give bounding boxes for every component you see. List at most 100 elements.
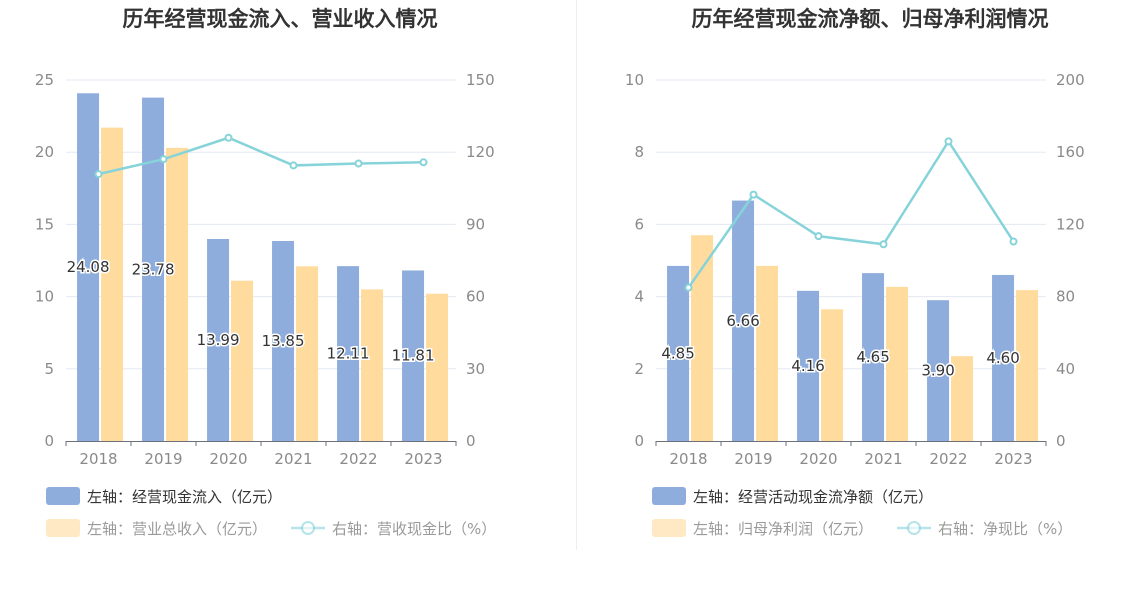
bar-left-series-2 [361, 289, 384, 441]
bar-left-series-1 [207, 238, 230, 441]
bar-left-series-1 [77, 93, 100, 442]
bar-data-label: 24.08 [67, 258, 110, 276]
x-tick-label: 2018 [79, 450, 117, 468]
bar-left-series-2 [101, 127, 124, 441]
legend-label[interactable]: 左轴：经营现金流入（亿元） [87, 488, 282, 506]
bar-left-series-1 [402, 270, 425, 441]
bar-data-label: 13.85 [262, 332, 305, 350]
bar-data-label: 4.60 [986, 349, 1019, 367]
line-right-series [98, 136, 424, 176]
line-point [159, 155, 168, 164]
legend-swatch-line-point[interactable] [907, 521, 922, 535]
y-left-tick-label: 0 [634, 432, 644, 450]
bar-left-series-1 [337, 266, 360, 441]
bar-data-label: 12.11 [327, 345, 370, 363]
y-right-tick-label: 160 [1056, 143, 1085, 161]
legend-label[interactable]: 右轴：营收现金比（%） [332, 520, 496, 538]
legend-swatch-left-series-1[interactable] [46, 487, 80, 505]
bar-left-series-2 [1016, 290, 1039, 441]
bar-data-label: 23.78 [132, 260, 175, 278]
legend-swatch-left-series-1[interactable] [652, 487, 686, 505]
y-left-tick-label: 25 [35, 71, 54, 89]
y-left-tick-label: 10 [625, 71, 644, 89]
bar-data-label: 4.65 [856, 348, 889, 366]
bar-left-series-1 [862, 273, 885, 441]
bar-left-series-1 [272, 241, 295, 441]
y-left-tick-label: 20 [35, 143, 54, 161]
bar-left-series-1 [732, 200, 755, 441]
bar-left-series-1 [927, 300, 950, 441]
line-point [1009, 237, 1018, 246]
chart-title: 历年经营现金流入、营业收入情况 [123, 7, 438, 31]
x-tick-label: 2020 [799, 450, 837, 468]
line-point [879, 240, 888, 249]
line-point [944, 137, 953, 146]
bar-data-label: 4.16 [791, 357, 824, 375]
y-left-tick-label: 5 [44, 360, 54, 378]
bar-data-label: 6.66 [726, 312, 759, 330]
y-left-tick-label: 8 [634, 143, 644, 161]
bar-left-series-2 [691, 235, 714, 441]
y-right-tick-label: 120 [1056, 215, 1085, 233]
x-tick-label: 2019 [144, 450, 182, 468]
line-right-series [687, 139, 1015, 289]
bar-left-series-2 [821, 309, 844, 441]
bar-left-series-2 [426, 293, 449, 441]
y-left-tick-label: 4 [634, 288, 644, 306]
y-right-tick-label: 200 [1056, 71, 1085, 89]
chart-divider [576, 0, 577, 550]
x-tick-label: 2018 [669, 450, 707, 468]
x-tick-label: 2022 [339, 450, 377, 468]
bar-data-label: 13.99 [197, 331, 240, 349]
legend-swatch-left-series-2[interactable] [46, 519, 80, 537]
y-right-tick-label: 0 [466, 432, 476, 450]
y-left-tick-label: 6 [634, 215, 644, 233]
line-point [419, 158, 428, 167]
chart-cashflow-revenue: 历年经营现金流入、营业收入情况 0 5 10 15 20 25 0 30 60 90 120 150 2… [35, 7, 496, 538]
x-tick-label: 2019 [734, 450, 772, 468]
bar-data-label: 4.85 [661, 344, 694, 362]
y-right-tick-label: 150 [466, 71, 495, 89]
y-right-tick-label: 40 [1056, 360, 1075, 378]
y-right-tick-label: 30 [466, 360, 485, 378]
x-tick-label: 2021 [274, 450, 312, 468]
bar-left-series-2 [886, 286, 909, 441]
legend-label[interactable]: 左轴：营业总收入（亿元） [87, 520, 267, 538]
bar-left-series-2 [951, 356, 974, 441]
line-point [289, 161, 298, 170]
y-right-tick-label: 120 [466, 143, 495, 161]
y-right-tick-label: 0 [1056, 432, 1066, 450]
line-point [94, 170, 103, 179]
y-right-tick-label: 60 [466, 288, 485, 306]
bar-left-series-2 [166, 147, 189, 442]
y-left-tick-label: 0 [44, 432, 54, 450]
x-tick-label: 2020 [209, 450, 247, 468]
x-tick-label: 2023 [994, 450, 1032, 468]
line-point [684, 283, 693, 292]
y-right-tick-label: 80 [1056, 288, 1075, 306]
bar-left-series-2 [231, 280, 254, 441]
line-point [749, 190, 758, 199]
chart-netcashflow-profit: 历年经营现金流净额、归母净利润情况 0 2 4 6 8 10 0 40 80 120 160 200 2… [625, 7, 1085, 538]
chart-title: 历年经营现金流净额、归母净利润情况 [692, 7, 1049, 31]
bar-left-series-1 [992, 274, 1015, 441]
legend-label[interactable]: 左轴：归母净利润（亿元） [693, 520, 873, 538]
bar-left-series-1 [797, 290, 820, 441]
y-left-tick-label: 15 [35, 215, 54, 233]
line-point [354, 159, 363, 168]
bar-data-label: 11.81 [392, 347, 435, 365]
bar-left-series-1 [667, 265, 690, 441]
line-point [814, 232, 823, 241]
bar-left-series-2 [756, 265, 779, 441]
y-left-tick-label: 10 [35, 288, 54, 306]
x-tick-label: 2021 [864, 450, 902, 468]
x-tick-label: 2022 [929, 450, 967, 468]
line-point [224, 133, 233, 142]
legend-swatch-line-point[interactable] [301, 521, 316, 535]
legend-label[interactable]: 左轴：经营活动现金流净额（亿元） [693, 488, 933, 506]
legend-label[interactable]: 右轴：净现比（%） [938, 520, 1072, 538]
bar-left-series-2 [296, 266, 319, 441]
legend-swatch-left-series-2[interactable] [652, 519, 686, 537]
bar-data-label: 3.90 [921, 362, 954, 380]
y-left-tick-label: 2 [634, 360, 644, 378]
